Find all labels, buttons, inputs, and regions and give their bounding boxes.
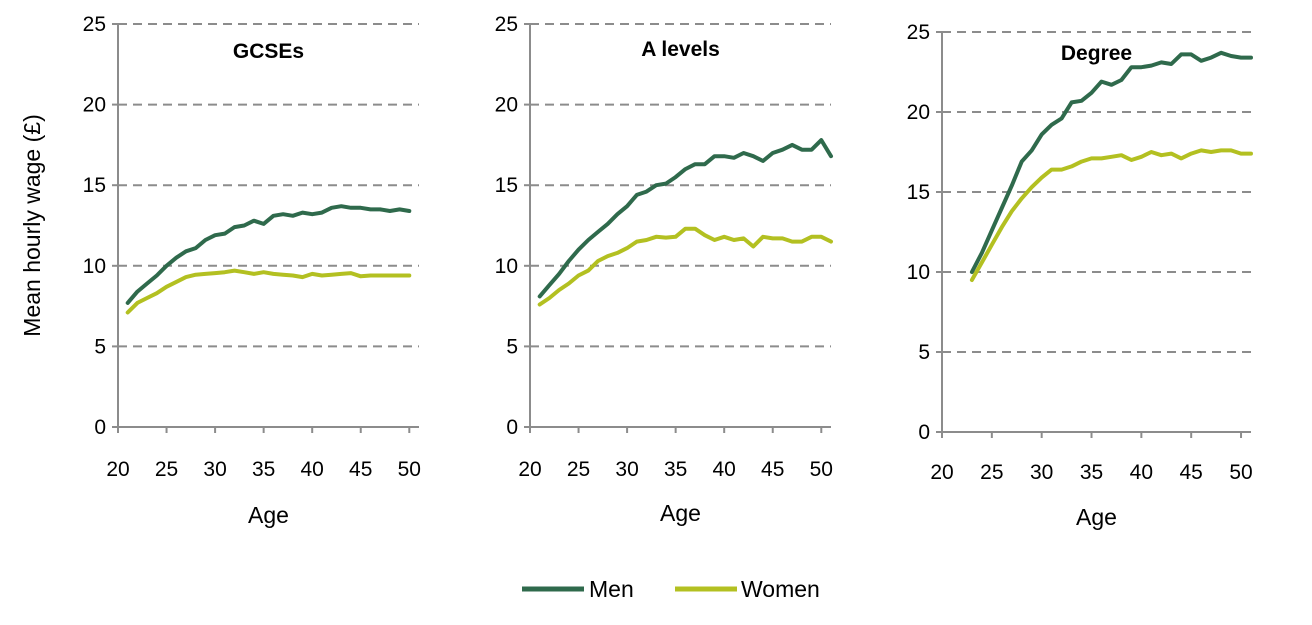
y-tick-label: 10 xyxy=(907,261,930,284)
x-tick-label: 50 xyxy=(1229,461,1252,484)
x-tick-label: 50 xyxy=(810,458,833,481)
series-line-men xyxy=(125,204,412,305)
panel-title: Degree xyxy=(1061,42,1132,65)
y-tick-label: 25 xyxy=(907,21,930,44)
y-tick-label: 10 xyxy=(495,255,518,278)
y-tick-label: 10 xyxy=(83,255,106,278)
y-tick-label: 20 xyxy=(495,94,518,117)
x-tick-label: 40 xyxy=(301,458,324,481)
x-tick-label: 30 xyxy=(1030,461,1053,484)
x-tick-label: 40 xyxy=(1130,461,1153,484)
y-tick-label: 25 xyxy=(83,13,106,36)
x-tick-label: 25 xyxy=(567,458,590,481)
y-tick-label: 5 xyxy=(918,341,930,364)
x-tick-label: 45 xyxy=(349,458,372,481)
legend-label-women: Women xyxy=(741,576,820,602)
x-tick-label: 30 xyxy=(615,458,638,481)
y-tick-label: 15 xyxy=(495,174,518,197)
legend-label-men: Men xyxy=(589,576,634,602)
series-line-men xyxy=(969,50,1253,274)
x-tick-label: 20 xyxy=(518,458,541,481)
x-tick-label: 20 xyxy=(106,458,129,481)
y-tick-label: 0 xyxy=(94,416,106,439)
x-tick-label: 35 xyxy=(664,458,687,481)
panel-title: A levels xyxy=(641,38,720,61)
panel-title: GCSEs xyxy=(233,40,304,63)
x-tick-label: 35 xyxy=(1080,461,1103,484)
x-tick-label: 40 xyxy=(713,458,736,481)
x-tick-label: 35 xyxy=(252,458,275,481)
x-tick-label: 20 xyxy=(930,461,953,484)
x-tick-label: 25 xyxy=(980,461,1003,484)
x-axis-label: Age xyxy=(1076,504,1117,530)
y-tick-label: 0 xyxy=(506,416,518,439)
y-tick-label: 20 xyxy=(83,94,106,117)
x-tick-label: 45 xyxy=(761,458,784,481)
x-axis-label: Age xyxy=(248,502,289,528)
series-line-women xyxy=(969,148,1253,282)
series-line-women xyxy=(537,226,833,307)
x-tick-label: 50 xyxy=(398,458,421,481)
y-tick-label: 15 xyxy=(907,181,930,204)
y-tick-label: 20 xyxy=(907,101,930,124)
series-line-women xyxy=(125,268,412,315)
x-tick-label: 25 xyxy=(155,458,178,481)
series-line-men xyxy=(537,138,833,299)
y-axis-label: Mean hourly wage (£) xyxy=(19,114,45,336)
y-tick-label: 5 xyxy=(506,335,518,358)
y-tick-label: 15 xyxy=(83,174,106,197)
x-axis-label: Age xyxy=(660,500,701,526)
x-tick-label: 45 xyxy=(1180,461,1203,484)
x-tick-label: 30 xyxy=(203,458,226,481)
y-tick-label: 0 xyxy=(918,421,930,444)
y-tick-label: 25 xyxy=(495,13,518,36)
y-tick-label: 5 xyxy=(94,335,106,358)
